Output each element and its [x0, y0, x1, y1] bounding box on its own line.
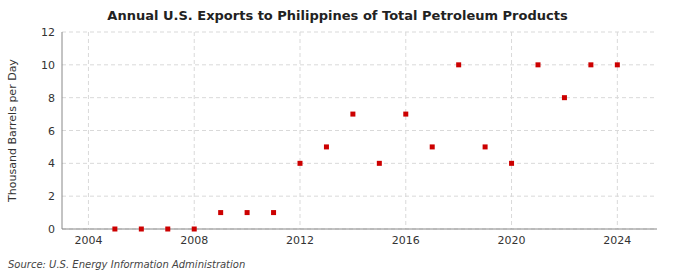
x-grid-line — [194, 32, 195, 229]
point — [192, 227, 197, 232]
x-tick-label: 2012 — [286, 234, 314, 247]
point — [403, 112, 408, 117]
y-tick-label: 10 — [41, 59, 55, 72]
y-tick-label: 6 — [48, 125, 55, 138]
x-grid-line — [88, 32, 89, 229]
y-tick-label: 4 — [48, 157, 55, 170]
y-grid-line — [62, 229, 657, 230]
x-tick-label: 2008 — [180, 234, 208, 247]
grid — [62, 32, 657, 229]
point — [245, 210, 250, 215]
point — [588, 62, 593, 67]
y-grid-line — [62, 163, 657, 164]
x-tick-label: 2020 — [498, 234, 526, 247]
x-tick-label: 2016 — [392, 234, 420, 247]
point — [165, 227, 170, 232]
point — [562, 95, 567, 100]
x-grid-line — [511, 32, 512, 229]
y-axis-line — [62, 32, 63, 229]
point — [324, 144, 329, 149]
chart: Annual U.S. Exports to Philippines of To… — [0, 0, 675, 275]
point — [430, 144, 435, 149]
point — [377, 161, 382, 166]
point — [218, 210, 223, 215]
point — [112, 227, 117, 232]
point — [536, 62, 541, 67]
point — [615, 62, 620, 67]
background — [0, 0, 675, 275]
y-axis-label: Thousand Barrels per Day — [6, 59, 19, 203]
y-tick-label: 8 — [48, 92, 55, 105]
y-grid-line — [62, 64, 657, 65]
point — [483, 144, 488, 149]
x-grid-line — [300, 32, 301, 229]
title: Annual U.S. Exports to Philippines of To… — [107, 8, 568, 23]
y-grid-line — [62, 196, 657, 197]
point — [509, 161, 514, 166]
y-tick-label: 12 — [41, 26, 55, 39]
x-grid-line — [617, 32, 618, 229]
point — [456, 62, 461, 67]
point — [139, 227, 144, 232]
point — [271, 210, 276, 215]
y-grid-line — [62, 32, 657, 33]
y-tick-label: 2 — [48, 190, 55, 203]
x-axis-line — [62, 229, 657, 230]
y-tick-label: 0 — [48, 223, 55, 236]
y-grid-line — [62, 97, 657, 98]
source-note: Source: U.S. Energy Information Administ… — [8, 259, 245, 270]
x-grid-line — [405, 32, 406, 229]
x-tick-label: 2004 — [74, 234, 102, 247]
x-tick-label: 2024 — [603, 234, 631, 247]
y-grid-line — [62, 130, 657, 131]
chart-container: Annual U.S. Exports to Philippines of To… — [0, 0, 675, 275]
points — [112, 62, 619, 231]
point — [298, 161, 303, 166]
point — [350, 112, 355, 117]
